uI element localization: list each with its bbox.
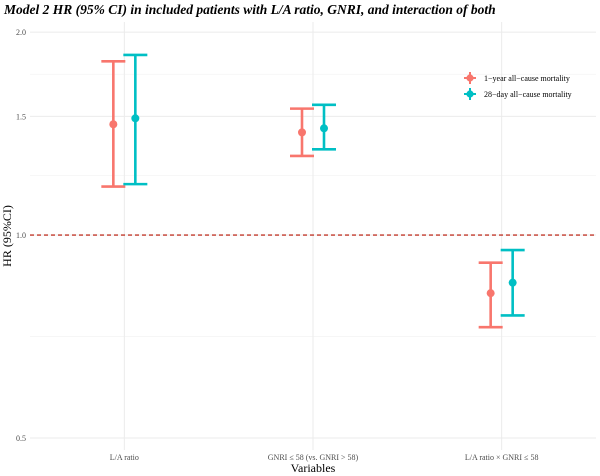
x-tick-label: L/A ratio × GNRI ≤ 58 [465, 453, 539, 462]
y-tick-label: 1.0 [16, 231, 26, 240]
hr-point [298, 128, 306, 137]
hr-point [131, 114, 140, 123]
chart-title: Model 2 HR (95% CI) in included patients… [4, 2, 496, 17]
hr-point [109, 120, 118, 129]
legend-label: 1−year all−cause mortality [484, 74, 570, 83]
legend-label: 28−day all−cause mortality [484, 90, 572, 99]
y-tick-label: 1.5 [16, 112, 26, 121]
y-tick-label: 2.0 [16, 28, 26, 37]
hr-point [508, 278, 517, 287]
legend-key-point [466, 90, 474, 98]
hr-point [320, 124, 328, 133]
x-axis-title: Variables [291, 461, 336, 475]
legend-key-point [466, 74, 474, 82]
hr-point [486, 289, 495, 298]
y-tick-label: 0.5 [16, 434, 26, 443]
y-axis-title: HR (95%CI) [0, 205, 14, 267]
x-tick-label: GNRI ≤ 58 (vs. GNRI > 58) [268, 453, 359, 462]
x-tick-label: L/A ratio [110, 453, 139, 462]
